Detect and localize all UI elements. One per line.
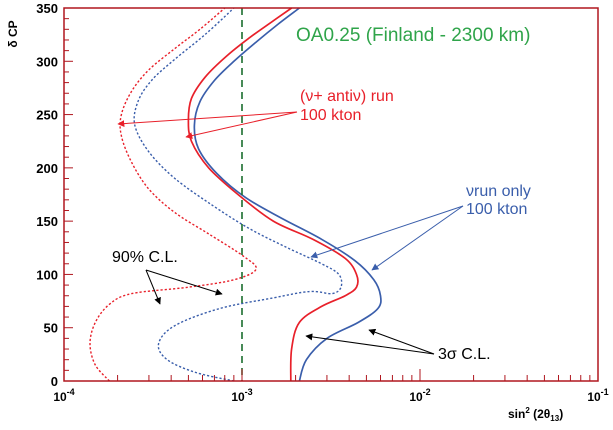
arrow-red-to-dotted (117, 111, 298, 128)
arrow-90cl-right (145, 269, 223, 296)
x-tick-label--3: 10-3 (231, 387, 252, 404)
chart-title: OA0.25 (Finland - 2300 km) (296, 25, 530, 46)
x-tick-base: 10 (587, 390, 601, 404)
series-red-3sigma (187, 7, 359, 382)
y-tick-label-200: 200 (36, 161, 58, 176)
y-tick-label-250: 250 (36, 108, 58, 123)
x-tick-label--4: 10-4 (53, 387, 74, 404)
x-axis-label-text: sin (508, 407, 525, 421)
annotation-3sigma: 3σ C.L. (438, 346, 491, 363)
x-axis-label: sin2 (2θ13) (508, 406, 563, 423)
y-tick-label-150: 150 (36, 214, 58, 229)
annotation-nu-antinu-run: (ν+ antiν) run (300, 88, 394, 105)
x-axis-label-arg: (2θ (530, 407, 551, 421)
annotation-90cl: 90% C.L. (112, 249, 178, 266)
x-tick-exp: -4 (67, 387, 75, 397)
x-axis-label-sub: 13 (550, 414, 559, 423)
x-axis-label-close: ) (559, 407, 563, 421)
arrow-blue-to-solid (371, 205, 464, 271)
arrow-3sigma-blue (368, 328, 435, 355)
x-tick-exp: -2 (423, 387, 431, 397)
annotation-nu-only-kton: 100 kton (466, 201, 527, 218)
arrow-red-to-solid (185, 111, 298, 140)
curves-layer (89, 7, 382, 382)
x-tick-label--1: 10-1 (587, 387, 608, 404)
annotation-nu-only-run: νrun only (466, 183, 531, 200)
x-axis-ticks: 10-4 10-3 10-2 10-1 (53, 369, 609, 404)
x-tick-label--2: 10-2 (409, 387, 430, 404)
y-tick-label-100: 100 (36, 267, 58, 282)
arrow-blue-to-dotted (310, 205, 464, 259)
arrow-3sigma-red (305, 333, 435, 355)
y-tick-label-300: 300 (36, 54, 58, 69)
x-tick-exp: -3 (245, 387, 253, 397)
y-axis-label: δ CP (6, 20, 20, 47)
x-tick-base: 10 (231, 390, 245, 404)
x-tick-exp: -1 (601, 387, 609, 397)
y-tick-label-50: 50 (44, 321, 58, 336)
x-tick-base: 10 (409, 390, 423, 404)
y-tick-label-350: 350 (36, 1, 58, 16)
annotation-nu-antinu-kton: 100 kton (300, 107, 361, 124)
series-red-90cl (89, 7, 257, 382)
series-blue-3sigma (193, 7, 382, 382)
plot-frame (63, 7, 599, 382)
series-blue-90cl (133, 7, 343, 382)
x-tick-base: 10 (53, 390, 67, 404)
x-axis-label-sup: 2 (525, 406, 530, 415)
y-tick-label-0: 0 (51, 374, 58, 389)
arrow-90cl-left (145, 269, 161, 305)
y-axis-ticks: 0 50 100 150 200 250 300 350 (36, 1, 73, 389)
